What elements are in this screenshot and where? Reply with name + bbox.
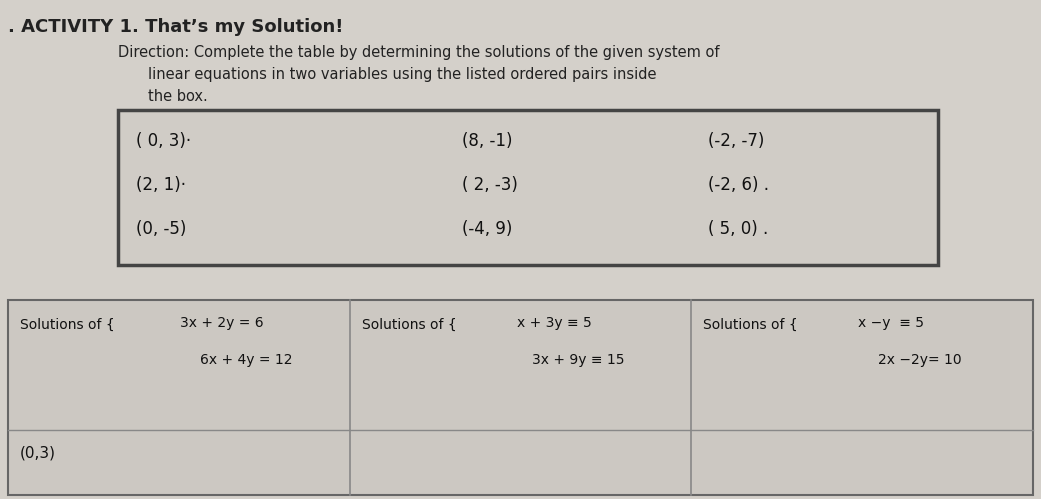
Text: (-2, -7): (-2, -7) bbox=[708, 132, 765, 150]
Text: (0, -5): (0, -5) bbox=[136, 220, 186, 238]
Bar bbox=[118, 110, 938, 265]
Text: (8, -1): (8, -1) bbox=[462, 132, 513, 150]
Text: Solutions of {: Solutions of { bbox=[704, 318, 798, 332]
Text: the box.: the box. bbox=[148, 89, 208, 104]
Text: . ACTIVITY 1. That’s my Solution!: . ACTIVITY 1. That’s my Solution! bbox=[8, 18, 344, 36]
Text: x + 3y ≡ 5: x + 3y ≡ 5 bbox=[516, 316, 591, 330]
Text: Direction: Complete the table by determining the solutions of the given system o: Direction: Complete the table by determi… bbox=[118, 45, 719, 60]
Text: (-4, 9): (-4, 9) bbox=[462, 220, 513, 238]
Text: (-2, 6) .: (-2, 6) . bbox=[708, 176, 769, 194]
Text: linear equations in two variables using the listed ordered pairs inside: linear equations in two variables using … bbox=[148, 67, 657, 82]
Text: Solutions of {: Solutions of { bbox=[20, 318, 115, 332]
Text: 3x + 2y = 6: 3x + 2y = 6 bbox=[180, 316, 263, 330]
Text: ( 5, 0) .: ( 5, 0) . bbox=[708, 220, 768, 238]
Text: (2, 1)·: (2, 1)· bbox=[136, 176, 186, 194]
Text: 3x + 9y ≡ 15: 3x + 9y ≡ 15 bbox=[532, 353, 625, 367]
Bar bbox=[8, 300, 1033, 495]
Text: 6x + 4y = 12: 6x + 4y = 12 bbox=[200, 353, 293, 367]
Text: 2x −2y= 10: 2x −2y= 10 bbox=[879, 353, 962, 367]
Text: ( 0, 3)·: ( 0, 3)· bbox=[136, 132, 192, 150]
Text: (0,3): (0,3) bbox=[20, 445, 56, 460]
Text: x −y  ≡ 5: x −y ≡ 5 bbox=[859, 316, 924, 330]
Text: ( 2, -3): ( 2, -3) bbox=[462, 176, 518, 194]
Text: Solutions of {: Solutions of { bbox=[361, 318, 456, 332]
